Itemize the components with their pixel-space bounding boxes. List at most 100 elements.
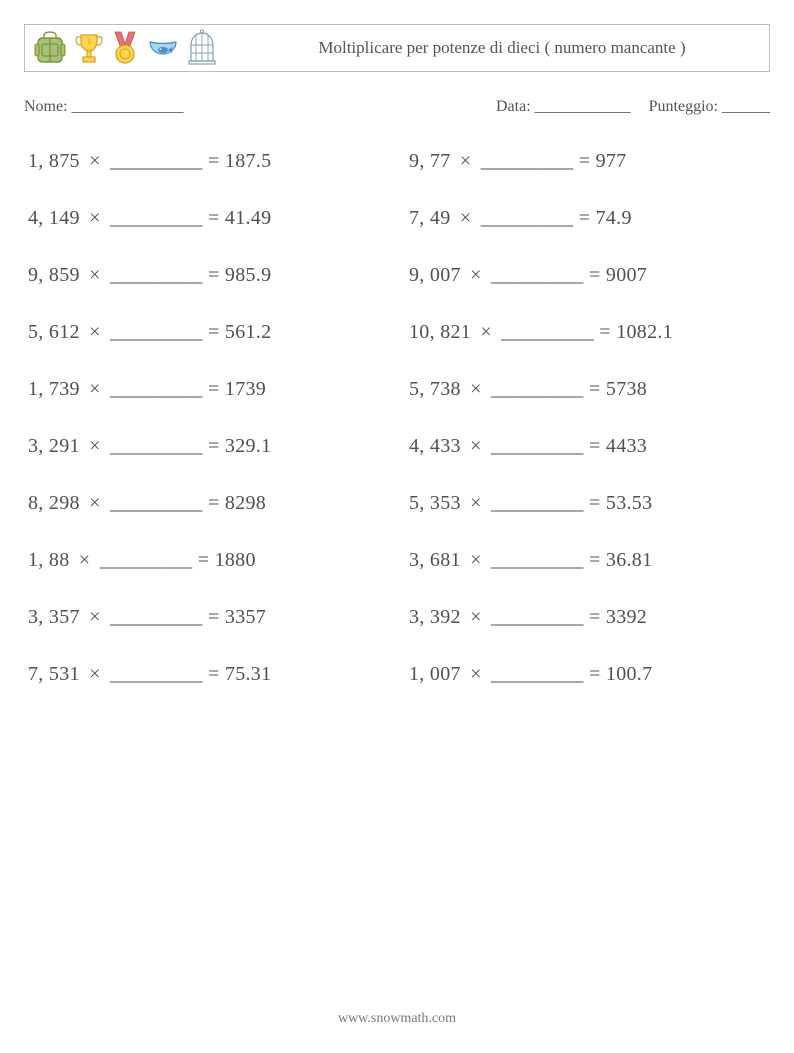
- svg-text:1: 1: [87, 37, 91, 46]
- operand-a: 4, 149: [28, 207, 80, 229]
- fishbowl-icon: [145, 30, 181, 66]
- operand-a: 3, 291: [28, 435, 80, 457]
- times-symbol: ×: [471, 321, 501, 343]
- times-symbol: ×: [80, 663, 110, 685]
- problem: 5, 738 × _________ = 5738: [409, 378, 766, 401]
- times-symbol: ×: [80, 606, 110, 628]
- problem: 4, 433 × _________ = 4433: [409, 435, 766, 458]
- result: 74.9: [596, 207, 632, 229]
- result: 36.81: [606, 549, 653, 571]
- times-symbol: ×: [70, 549, 100, 571]
- problem: 1, 007 × _________ = 100.7: [409, 663, 766, 686]
- birdcage-icon: [187, 29, 217, 67]
- blank: _________: [491, 378, 584, 400]
- equals-symbol: =: [584, 663, 606, 685]
- times-symbol: ×: [80, 435, 110, 457]
- result: 41.49: [225, 207, 272, 229]
- operand-a: 7, 49: [409, 207, 451, 229]
- equals-symbol: =: [584, 606, 606, 628]
- header: 1: [24, 24, 770, 72]
- blank: _________: [110, 435, 203, 457]
- operand-a: 3, 392: [409, 606, 461, 628]
- result: 9007: [606, 264, 647, 286]
- result: 53.53: [606, 492, 653, 514]
- problem: 3, 392 × _________ = 3392: [409, 606, 766, 629]
- problem: 7, 49 × _________ = 74.9: [409, 207, 766, 230]
- blank: _________: [481, 150, 574, 172]
- equals-symbol: =: [203, 492, 225, 514]
- blank: _________: [501, 321, 594, 343]
- equals-symbol: =: [192, 549, 214, 571]
- blank: _________: [491, 264, 584, 286]
- times-symbol: ×: [461, 606, 491, 628]
- blank: _________: [110, 207, 203, 229]
- blank: _________: [491, 606, 584, 628]
- equals-symbol: =: [203, 150, 225, 172]
- operand-a: 5, 612: [28, 321, 80, 343]
- blank: _________: [110, 663, 203, 685]
- problem: 10, 821 × _________ = 1082.1: [409, 321, 766, 344]
- footer-url: www.snowmath.com: [0, 1011, 794, 1027]
- blank: _________: [110, 264, 203, 286]
- problem: 5, 353 × _________ = 53.53: [409, 492, 766, 515]
- problem: 9, 007 × _________ = 9007: [409, 264, 766, 287]
- score-field: Punteggio: ______: [649, 98, 770, 116]
- result: 3357: [225, 606, 266, 628]
- equals-symbol: =: [203, 606, 225, 628]
- medal-icon: [111, 30, 139, 66]
- problem: 8, 298 × _________ = 8298: [28, 492, 385, 515]
- problem: 9, 859 × _________ = 985.9: [28, 264, 385, 287]
- equals-symbol: =: [584, 549, 606, 571]
- result: 100.7: [606, 663, 653, 685]
- result: 977: [596, 150, 627, 172]
- equals-symbol: =: [203, 264, 225, 286]
- blank: _________: [110, 606, 203, 628]
- times-symbol: ×: [461, 264, 491, 286]
- equals-symbol: =: [203, 207, 225, 229]
- operand-a: 1, 739: [28, 378, 80, 400]
- equals-symbol: =: [203, 321, 225, 343]
- operand-a: 3, 681: [409, 549, 461, 571]
- result: 187.5: [225, 150, 272, 172]
- operand-a: 7, 531: [28, 663, 80, 685]
- operand-a: 1, 88: [28, 549, 70, 571]
- problem: 1, 88 × _________ = 1880: [28, 549, 385, 572]
- result: 329.1: [225, 435, 272, 457]
- backpack-icon: [33, 30, 67, 66]
- operand-a: 8, 298: [28, 492, 80, 514]
- operand-a: 5, 738: [409, 378, 461, 400]
- operand-a: 9, 859: [28, 264, 80, 286]
- times-symbol: ×: [80, 378, 110, 400]
- problem: 3, 291 × _________ = 329.1: [28, 435, 385, 458]
- times-symbol: ×: [461, 492, 491, 514]
- times-symbol: ×: [461, 378, 491, 400]
- result: 1880: [215, 549, 256, 571]
- blank: _________: [491, 492, 584, 514]
- times-symbol: ×: [451, 150, 481, 172]
- equals-symbol: =: [203, 435, 225, 457]
- result: 8298: [225, 492, 266, 514]
- equals-symbol: =: [573, 207, 595, 229]
- blank: _________: [491, 549, 584, 571]
- blank: _________: [491, 663, 584, 685]
- blank: _________: [110, 378, 203, 400]
- problem: 9, 77 × _________ = 977: [409, 150, 766, 173]
- equals-symbol: =: [584, 435, 606, 457]
- result: 985.9: [225, 264, 272, 286]
- result: 75.31: [225, 663, 272, 685]
- blank: _________: [100, 549, 193, 571]
- result: 3392: [606, 606, 647, 628]
- header-icons: 1: [33, 29, 217, 67]
- equals-symbol: =: [584, 378, 606, 400]
- problem: 1, 739 × _________ = 1739: [28, 378, 385, 401]
- meta-row: Nome: ______________ Data: ____________ …: [24, 98, 770, 116]
- times-symbol: ×: [80, 321, 110, 343]
- name-field: Nome: ______________: [24, 98, 496, 116]
- operand-a: 1, 007: [409, 663, 461, 685]
- blank: _________: [491, 435, 584, 457]
- operand-a: 4, 433: [409, 435, 461, 457]
- operand-a: 1, 875: [28, 150, 80, 172]
- operand-a: 5, 353: [409, 492, 461, 514]
- times-symbol: ×: [80, 207, 110, 229]
- times-symbol: ×: [451, 207, 481, 229]
